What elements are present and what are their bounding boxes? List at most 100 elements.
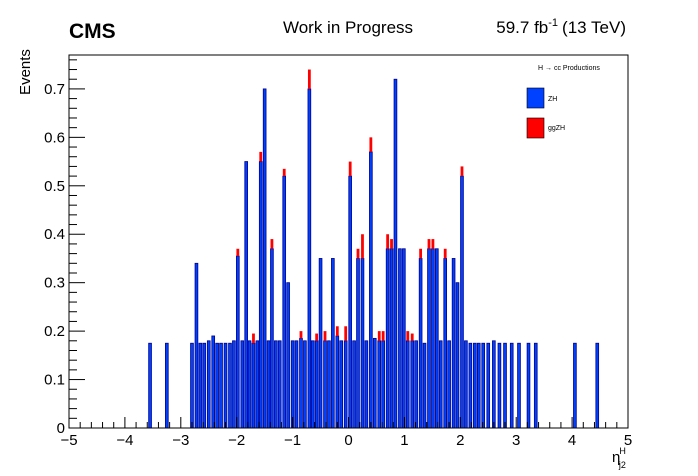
bar-zh [286,282,290,429]
bar-zh [190,342,194,429]
bar-ggzh [431,239,435,249]
bar-zh [414,340,418,429]
bar-zh [244,161,249,429]
bar-zh [307,88,312,429]
x-tick-label: −3 [172,432,189,449]
bar-zh [398,248,402,429]
bar-zh [402,248,406,429]
bar-zh [377,340,382,429]
bar-zh [389,248,394,429]
bar-zh [294,340,299,429]
bar-zh [290,340,295,429]
bar-ggzh [307,69,311,89]
bar-zh [310,340,315,429]
bar-zh [393,78,398,429]
bar-zh [323,340,327,429]
bar-zh [573,342,577,429]
bar-zh [348,175,352,429]
bar-zh [422,342,427,429]
bar-zh [194,262,199,429]
bar-zh [476,342,481,429]
bar-zh [533,342,538,429]
bar-zh [431,248,435,429]
bar-zh [148,342,152,429]
bar-zh [372,337,377,429]
y-tick-label: 0.2 [44,323,65,340]
bar-zh [206,340,211,429]
y-tick-label: 0.5 [44,178,65,195]
bar-zh [497,342,502,429]
bar-zh [460,175,464,429]
x-tick-label: −4 [116,432,133,449]
bar-zh [405,340,410,429]
bar-ggzh [443,248,447,259]
bar-zh [232,340,236,429]
bar-zh [343,340,348,429]
y-axis-title: Events [17,49,34,95]
bar-zh [427,248,431,429]
bar-ggzh [252,333,255,344]
bar-ggzh [361,234,364,259]
bar-zh [255,340,260,429]
x-tick-label: 3 [512,432,520,449]
x-axis-title-symbol: η [612,449,620,466]
bar-zh [447,340,451,429]
bar-zh [517,342,521,429]
legend: H → cc Productions ZH ggZH [526,65,600,139]
bar-ggzh [419,248,423,259]
bar-ggzh [377,331,381,341]
bar-zh [356,258,360,429]
bar-ggzh [386,234,390,249]
bar-ggzh [299,331,303,339]
bar-zh [486,342,491,429]
bar-zh [262,88,267,429]
lumi-value: 59.7 fb [496,18,548,37]
bar-zh [443,258,448,429]
bar-zh [438,340,443,429]
bar-zh [526,342,531,429]
bar-zh [240,340,245,429]
bar-zh [251,342,256,429]
plot-frame [68,54,629,429]
y-tick-label: 0.1 [44,372,65,389]
bar-zh [468,342,473,429]
x-axis-title-sub: j2 [618,460,626,470]
y-tick-label: 0 [57,420,65,437]
bar-ggzh [460,166,464,177]
bar-zh [314,340,319,429]
bar-zh [219,342,223,429]
bar-zh [282,175,287,429]
legend-swatch-zh [526,87,545,109]
series-ggzh-bars [236,69,464,344]
bar-ggzh [410,333,414,341]
bar-zh [473,342,477,429]
bar-ggzh [356,248,360,259]
bar-zh [318,258,323,429]
bar-zh [360,258,365,429]
bar-ggzh [236,248,240,257]
bar-zh [303,340,307,429]
y-axis-ticks: 0 0.1 0.2 0.3 0.4 0.5 0.6 0.7 [44,59,85,437]
experiment-label: CMS [69,20,116,43]
bar-zh [385,248,390,429]
lumi-exponent: -1 [548,17,558,29]
bar-zh [299,337,303,429]
bar-zh [464,340,468,429]
bar-ggzh [323,331,327,341]
bar-ggzh [282,168,286,177]
bar-zh [410,340,415,429]
y-tick-label: 0.3 [44,275,65,292]
y-tick-label: 0.4 [44,226,65,243]
bar-zh [418,258,423,429]
bar-zh [270,248,274,429]
x-tick-label: 2 [456,432,464,449]
bar-zh [331,258,335,429]
luminosity-label: 59.7 fb-1 (13 TeV) [496,17,626,37]
bar-zh [509,342,514,429]
bar-ggzh [390,239,393,249]
bar-ggzh [344,326,348,341]
bar-zh [364,340,369,429]
x-axis-ticks: −5 −4 −3 −2 −1 0 1 2 3 4 5 [60,417,632,449]
x-tick-label: 4 [568,432,576,449]
